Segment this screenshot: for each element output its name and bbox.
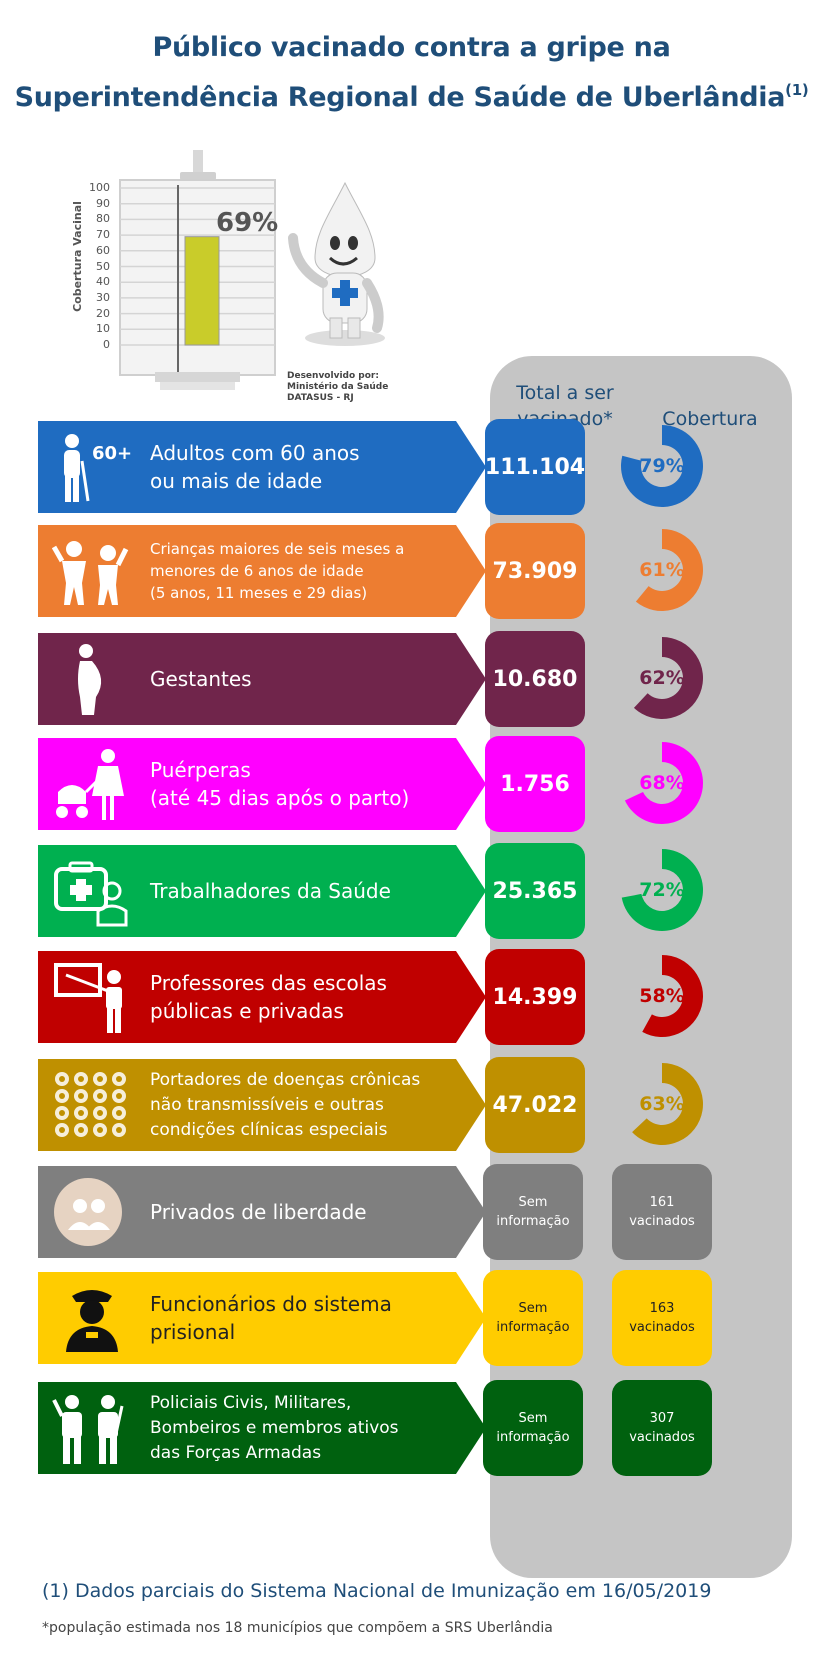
svg-text:60+: 60+ — [92, 443, 132, 464]
credit-text: Desenvolvido por: Ministério da Saúde DA… — [287, 371, 389, 403]
elderly-60-icon: 60+ — [52, 431, 132, 503]
chronic-conditions-icon — [52, 1069, 132, 1141]
group-label: Funcionários do sistema prisional — [150, 1292, 392, 1344]
total-to-vaccinate: 14.399 — [485, 949, 585, 1045]
prisoners-icon — [52, 1176, 132, 1248]
mother-stroller-icon — [52, 748, 132, 820]
coverage-donut: 72% — [612, 840, 712, 940]
total-to-vaccinate: 111.104 — [485, 419, 585, 515]
syringe-tick-label: 10 — [96, 322, 110, 336]
group-band: Gestantes — [38, 633, 486, 725]
vaccinated-count: 161 vacinados — [612, 1164, 712, 1260]
coverage-arc — [642, 955, 703, 1037]
coverage-donut: 58% — [612, 946, 712, 1046]
coverage-percent: 58% — [639, 985, 685, 1007]
vaccinated-count: 307 vacinados — [612, 1380, 712, 1476]
total-to-vaccinate: 25.365 — [485, 843, 585, 939]
footnote-1: (1) Dados parciais do Sistema Nacional d… — [42, 1580, 712, 1602]
group-label: Crianças maiores de seis meses a menores… — [150, 540, 405, 602]
syringe-tick-label: 100 — [89, 181, 110, 194]
coverage-arc — [635, 529, 703, 611]
coverage-fill-bar — [184, 236, 220, 346]
prison-officer-icon — [52, 1282, 132, 1354]
group-label: Privados de liberdade — [150, 1200, 367, 1224]
group-band: Portadores de doenças crônicas não trans… — [38, 1059, 486, 1151]
group-band: Privados de liberdade — [38, 1166, 486, 1258]
mascot-drop-icon — [288, 181, 385, 346]
group-band: Puérperas (até 45 dias após o parto) — [38, 738, 486, 830]
total-to-vaccinate: Sem informação — [483, 1380, 583, 1476]
group-band: Policiais Civis, Militares, Bombeiros e … — [38, 1382, 486, 1474]
children-icon — [51, 535, 132, 607]
column-header-coverage: Cobertura — [662, 408, 758, 430]
coverage-donut: 63% — [612, 1054, 712, 1154]
syringe-tick-label: 70 — [96, 228, 110, 242]
teacher-icon — [52, 961, 132, 1033]
group-label: Trabalhadores da Saúde — [150, 879, 391, 903]
group-band: Funcionários do sistema prisional — [38, 1272, 486, 1364]
health-worker-icon — [52, 855, 132, 927]
title-note-marker: (1) — [785, 81, 809, 99]
group-band: Professores das escolas públicas e priva… — [38, 951, 486, 1043]
footnote-2: *população estimada nos 18 municípios qu… — [42, 1620, 553, 1636]
coverage-percent: 62% — [639, 667, 685, 689]
coverage-arc — [621, 849, 703, 931]
total-to-vaccinate: 1.756 — [485, 736, 585, 832]
title-line-1: Público vacinado contra a gripe na — [152, 32, 671, 63]
coverage-arc — [632, 1063, 703, 1145]
pregnant-icon — [52, 643, 132, 715]
group-band: Crianças maiores de seis meses a menores… — [38, 525, 486, 617]
overall-coverage-percent: 69% — [216, 208, 279, 238]
group-label: Policiais Civis, Militares, Bombeiros e … — [150, 1392, 399, 1463]
total-to-vaccinate: 73.909 — [485, 523, 585, 619]
group-label: Professores das escolas públicas e priva… — [150, 971, 387, 1023]
coverage-percent: 68% — [639, 772, 685, 794]
vaccinated-count: 163 vacinados — [612, 1270, 712, 1366]
coverage-arc — [633, 637, 703, 719]
total-to-vaccinate: 47.022 — [485, 1057, 585, 1153]
total-to-vaccinate: Sem informação — [483, 1164, 583, 1260]
group-band: 60+ Adultos com 60 anos ou mais de idade — [38, 421, 486, 513]
syringe-tick-label: 60 — [96, 243, 110, 257]
coverage-percent: 61% — [639, 559, 685, 581]
coverage-arc — [621, 425, 703, 507]
syringe-tick-label: 80 — [96, 212, 110, 226]
syringe-axis-title: Cobertura Vacinal — [70, 201, 84, 312]
group-label: Puérperas (até 45 dias após o parto) — [150, 758, 410, 810]
group-label: Adultos com 60 anos ou mais de idade — [150, 441, 360, 493]
police-military-icon — [52, 1392, 132, 1464]
syringe-tick-label: 20 — [96, 306, 110, 320]
coverage-arc — [624, 742, 703, 824]
coverage-donut: 62% — [612, 628, 712, 728]
total-to-vaccinate: Sem informação — [483, 1270, 583, 1366]
syringe-tick-label: 90 — [96, 196, 110, 210]
syringe-tick-label: 0 — [103, 338, 110, 351]
syringe-tick-label: 40 — [96, 275, 110, 289]
syringe-graphic — [119, 150, 276, 390]
coverage-percent: 79% — [639, 455, 685, 477]
coverage-donut: 61% — [612, 520, 712, 620]
coverage-donut: 79% — [612, 416, 712, 516]
group-band: Trabalhadores da Saúde — [38, 845, 486, 937]
coverage-donut: 68% — [612, 733, 712, 833]
syringe-chart — [60, 150, 280, 400]
group-label: Gestantes — [150, 667, 252, 691]
coverage-percent: 72% — [639, 879, 685, 901]
syringe-tick-label: 50 — [96, 259, 110, 273]
coverage-percent: 63% — [639, 1093, 685, 1115]
title-line-2: Superintendência Regional de Saúde de Ub… — [14, 81, 809, 113]
total-to-vaccinate: 10.680 — [485, 631, 585, 727]
syringe-tick-label: 30 — [96, 290, 110, 304]
group-label: Portadores de doenças crônicas não trans… — [150, 1069, 421, 1140]
